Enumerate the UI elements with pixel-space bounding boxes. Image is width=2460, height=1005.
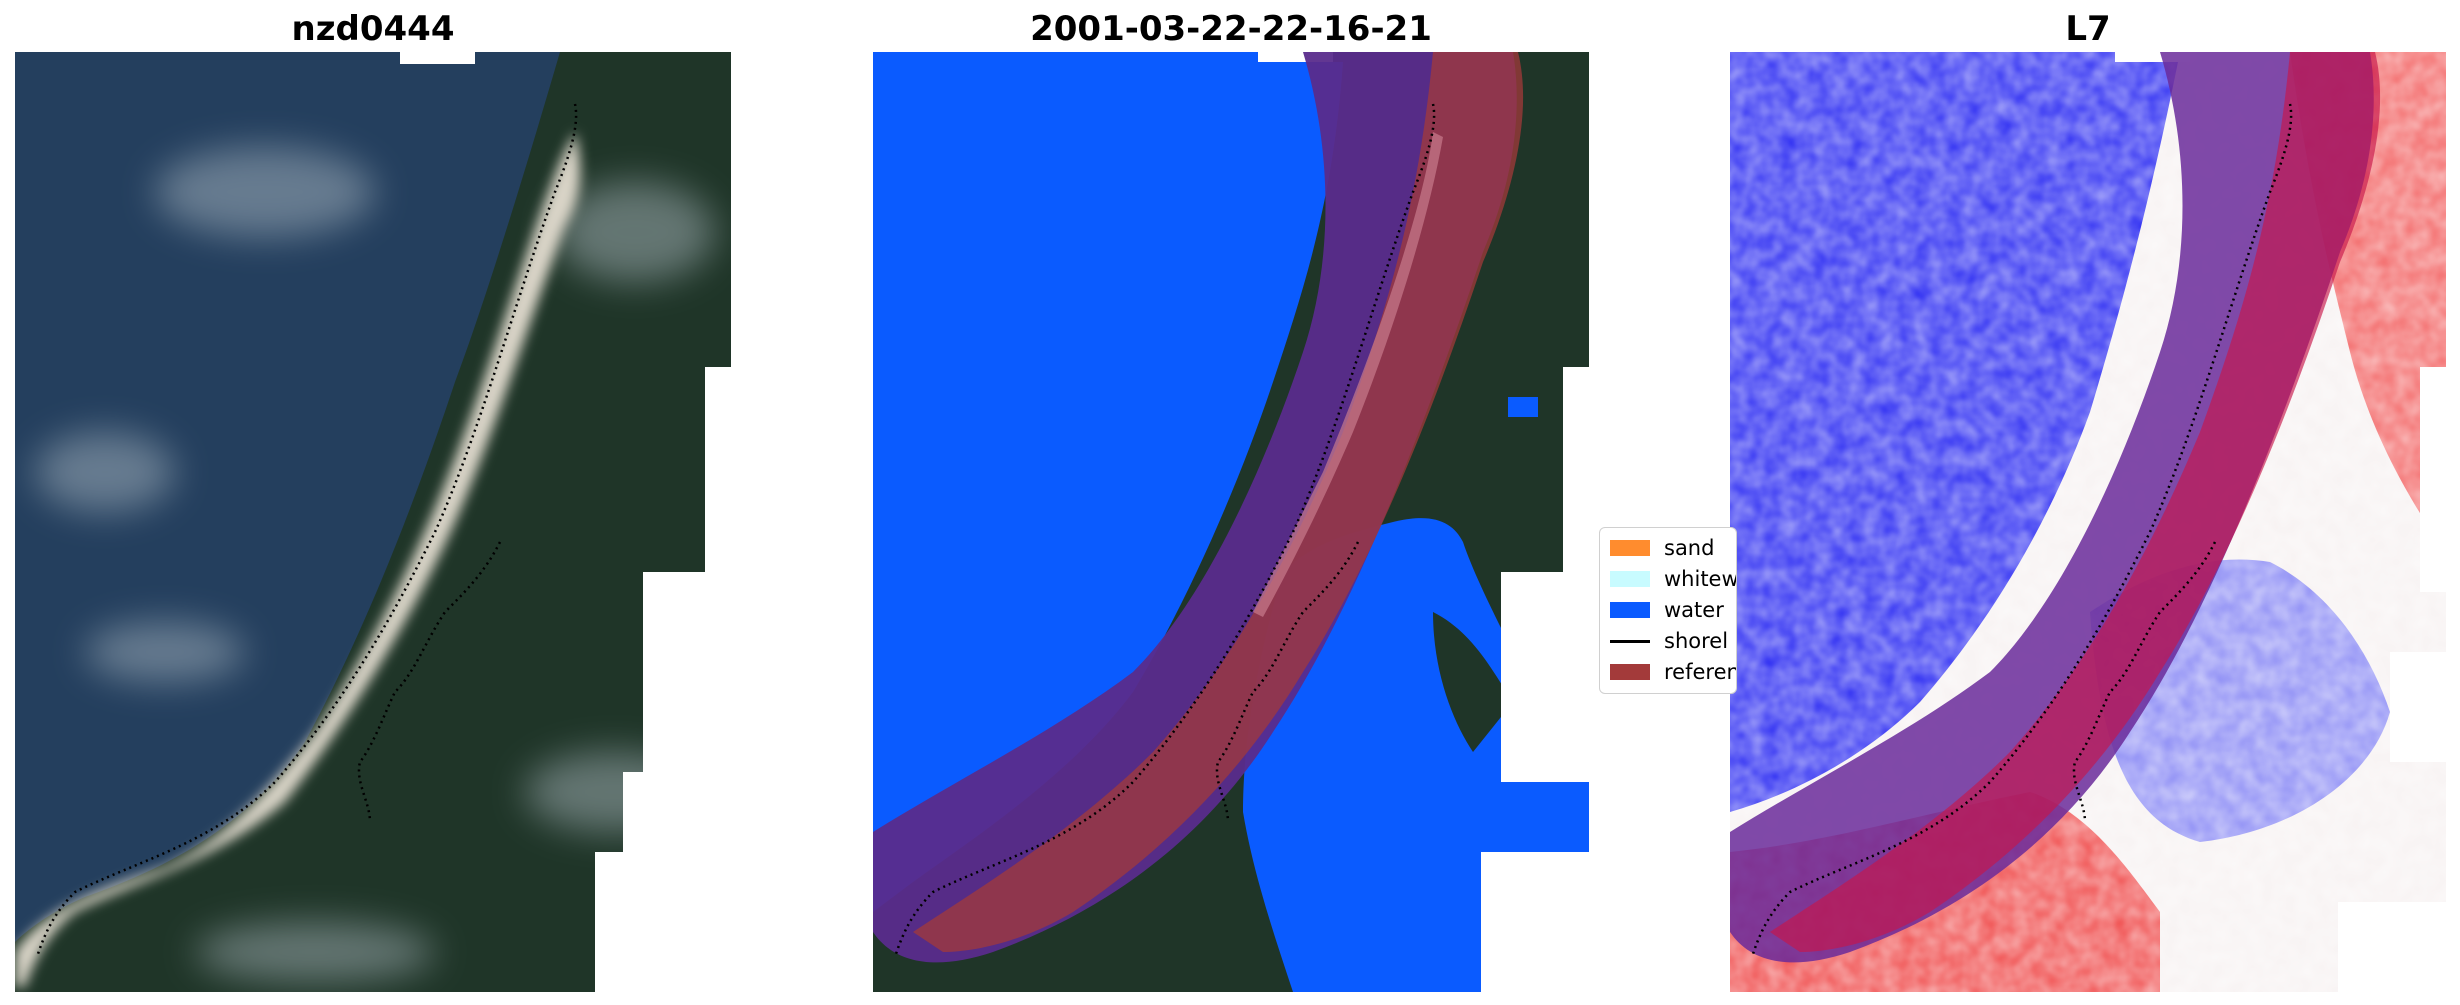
- satellite-image-panel: [15, 52, 731, 992]
- panel-title-middle: 2001-03-22-22-16-21: [1030, 9, 1432, 49]
- legend-item-shoreline: shorel: [1610, 627, 1728, 655]
- legend-swatch-water: [1610, 602, 1650, 618]
- index-panel: [1730, 52, 2446, 992]
- index-map: [1730, 52, 2446, 992]
- satellite-image: [15, 52, 731, 992]
- legend-label-whitewater: whitew: [1664, 567, 1737, 591]
- legend-label-sand: sand: [1664, 536, 1715, 560]
- legend-item-whitewater: whitew: [1610, 565, 1737, 593]
- legend-item-sand: sand: [1610, 534, 1714, 562]
- legend: sand whitew water shorel referen: [1599, 527, 1737, 694]
- panel-title-left: nzd0444: [291, 9, 455, 49]
- classification-map: [873, 52, 1589, 992]
- legend-item-water: water: [1610, 596, 1724, 624]
- legend-swatch-whitewater: [1610, 571, 1650, 587]
- legend-label-water: water: [1664, 598, 1724, 622]
- legend-label-reference: referen: [1664, 660, 1737, 684]
- legend-swatch-reference: [1610, 664, 1650, 680]
- legend-swatch-sand: [1610, 540, 1650, 556]
- legend-swatch-shoreline: [1610, 639, 1650, 643]
- panel-title-right: L7: [2065, 9, 2111, 49]
- classification-panel: [873, 52, 1589, 992]
- legend-label-shoreline: shorel: [1664, 629, 1729, 653]
- legend-item-reference: referen: [1610, 658, 1737, 686]
